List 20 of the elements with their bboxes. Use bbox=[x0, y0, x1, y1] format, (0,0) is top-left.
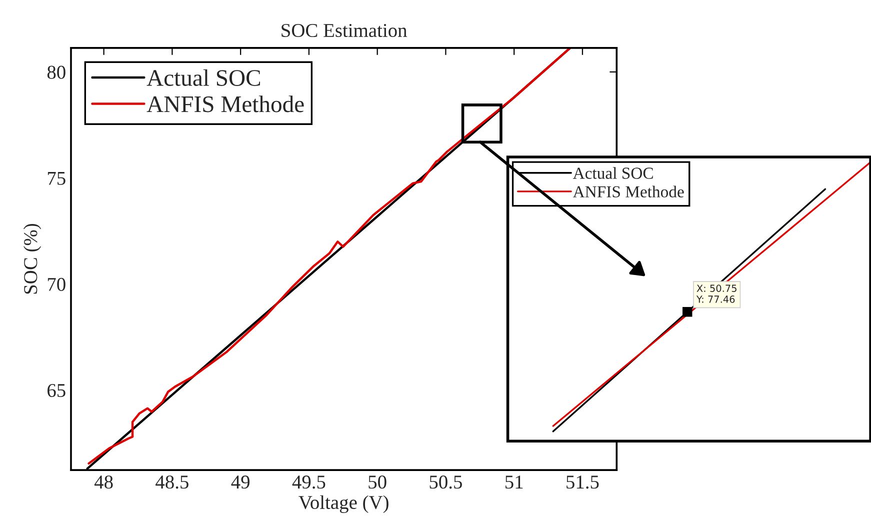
annotation: X: 50.75 Y: 77.46 bbox=[696, 284, 736, 303]
x-axis-title: Voltage (V) bbox=[298, 495, 388, 514]
x-tick-label: 51.5 bbox=[566, 476, 599, 489]
y-tick-label: 80 bbox=[47, 66, 66, 79]
legend-label: ANFIS Methode bbox=[146, 96, 304, 112]
y-tick-label: 75 bbox=[48, 172, 66, 185]
x-tick-label: 48 bbox=[94, 476, 113, 489]
x-tick-label: 49.5 bbox=[292, 476, 326, 489]
legend-label: Actual SOC bbox=[572, 167, 653, 179]
chart-title: SOC Estimation bbox=[282, 24, 408, 38]
y-tick-label: 65 bbox=[48, 384, 66, 398]
x-tick-label: 49 bbox=[231, 476, 250, 489]
legend-label: Actual SOC bbox=[146, 69, 260, 86]
x-tick-label: 48.5 bbox=[156, 476, 188, 489]
x-tick-label: 50.5 bbox=[430, 476, 462, 489]
y-axis-title: SOC (%) bbox=[23, 224, 42, 294]
y-tick-label: 70 bbox=[48, 278, 66, 291]
x-tick-label: 50 bbox=[368, 476, 386, 489]
x-tick-label: 51 bbox=[506, 476, 523, 489]
legend-label: ANFIS Methode bbox=[572, 186, 684, 198]
